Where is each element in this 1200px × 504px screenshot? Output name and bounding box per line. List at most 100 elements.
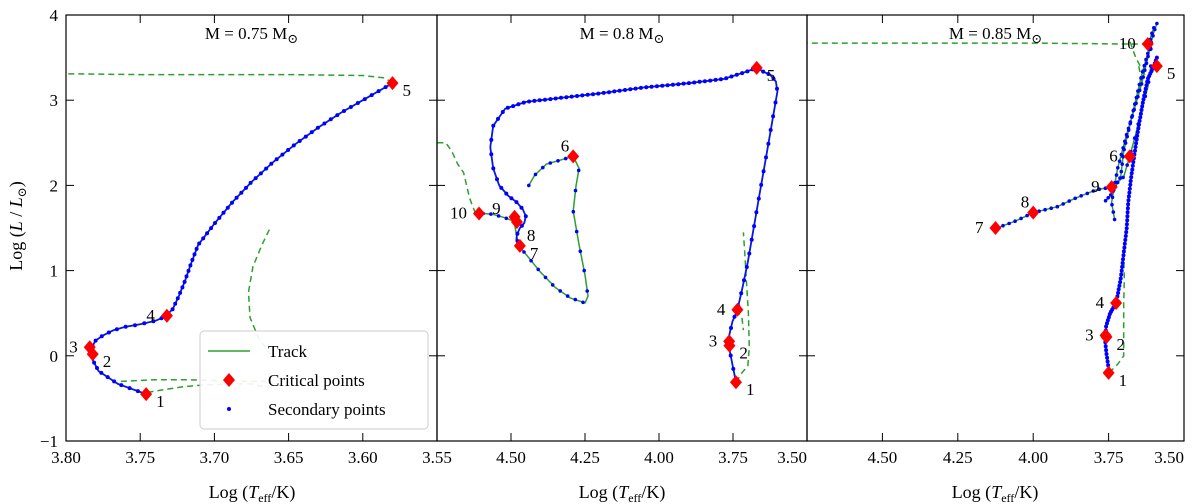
secondary-point (1133, 148, 1137, 153)
legend-track-label: Track (268, 342, 308, 361)
secondary-point (728, 353, 733, 358)
secondary-point (1106, 315, 1111, 320)
secondary-point (142, 321, 147, 326)
secondary-point (543, 275, 548, 280)
secondary-point (623, 88, 627, 92)
secondary-point (1117, 159, 1122, 163)
secondary-point (1127, 186, 1132, 191)
secondary-point (1049, 206, 1053, 210)
secondary-point (563, 156, 568, 161)
secondary-point (1106, 196, 1110, 200)
secondary-point (515, 231, 520, 236)
secondary-point (739, 291, 744, 296)
x-tick-label: 4.50 (868, 448, 898, 467)
y-tick-label: −1 (40, 432, 58, 451)
secondary-point (1121, 175, 1125, 180)
secondary-point (1116, 290, 1121, 295)
secondary-points-line (489, 66, 779, 383)
critical-point-8 (1027, 205, 1040, 220)
secondary-point (105, 375, 110, 380)
secondary-point (1142, 63, 1147, 68)
secondary-point (309, 130, 314, 135)
critical-label-9: 9 (1091, 177, 1100, 196)
secondary-points-line (1104, 57, 1158, 373)
secondary-point (521, 100, 526, 105)
secondary-point (1135, 130, 1140, 134)
secondary-point (1120, 264, 1125, 269)
secondary-point (740, 71, 745, 76)
critical-point-10 (473, 206, 486, 221)
secondary-point (1133, 102, 1137, 106)
critical-label-3: 3 (1085, 325, 1094, 344)
critical-label-2: 2 (739, 344, 748, 363)
secondary-point (1116, 166, 1120, 170)
panel-title-sun-sub: ⊙ (287, 31, 298, 46)
track-dashed-segment (1128, 40, 1146, 75)
critical-label-10: 10 (1119, 34, 1136, 53)
secondary-point (1144, 61, 1149, 66)
panel-title-text: M = 0.85 M (949, 24, 1031, 43)
secondary-point (582, 268, 586, 273)
secondary-point (188, 263, 193, 268)
secondary-point (1137, 118, 1142, 123)
panel-title-text: M = 0.8 M (580, 24, 654, 43)
secondary-point (1137, 82, 1142, 87)
y-axis-title: Log (L / L⊙) (6, 181, 29, 271)
critical-label-5: 5 (1167, 64, 1176, 83)
secondary-point (759, 182, 764, 187)
secondary-point (99, 334, 104, 339)
secondary-point (708, 78, 713, 83)
secondary-point (230, 200, 234, 205)
secondary-point (383, 85, 388, 90)
legend-critical-swatch (223, 373, 235, 387)
secondary-point (1121, 154, 1125, 159)
secondary-point (258, 171, 263, 176)
secondary-point (184, 274, 189, 279)
secondary-point (731, 366, 736, 371)
secondary-point (99, 370, 104, 375)
secondary-point (574, 229, 579, 234)
secondary-point (1141, 97, 1146, 102)
critical-point-10 (1141, 36, 1154, 51)
secondary-point (297, 139, 302, 143)
secondary-point (1136, 126, 1141, 131)
secondary-point (1121, 249, 1126, 254)
secondary-point (348, 105, 353, 109)
secondary-point (591, 92, 595, 97)
secondary-point (362, 97, 367, 102)
critical-point-5 (750, 60, 763, 75)
secondary-point (1001, 223, 1005, 228)
secondary-point (197, 241, 202, 246)
secondary-point (1143, 86, 1148, 91)
secondary-point (516, 102, 521, 107)
secondary-point (280, 152, 285, 157)
secondary-point (123, 324, 128, 329)
secondary-point (1138, 115, 1143, 120)
secondary-point (644, 85, 649, 90)
secondary-point (1140, 104, 1145, 109)
secondary-point (537, 98, 542, 103)
secondary-point (1124, 222, 1129, 227)
secondary-point (1105, 321, 1109, 326)
secondary-point (756, 196, 761, 201)
secondary-point (569, 94, 574, 99)
secondary-point (190, 257, 195, 262)
secondary-point (1019, 216, 1023, 221)
x-tick-label: 4.00 (1018, 448, 1048, 467)
y-axis-title-prefix: Log ( (6, 231, 27, 271)
secondary-point (724, 76, 729, 81)
secondary-point (571, 209, 576, 214)
critical-label-8: 8 (1021, 193, 1030, 212)
secondary-point (182, 279, 187, 284)
secondary-point (766, 72, 771, 76)
secondary-point (768, 128, 773, 132)
secondary-point (745, 69, 750, 74)
track-dashed-segment (66, 73, 393, 84)
secondary-point (114, 327, 119, 332)
secondary-point (151, 319, 156, 324)
secondary-point (1104, 324, 1109, 329)
secondary-point (322, 121, 327, 126)
secondary-point (489, 137, 494, 142)
secondary-point (1119, 169, 1124, 174)
